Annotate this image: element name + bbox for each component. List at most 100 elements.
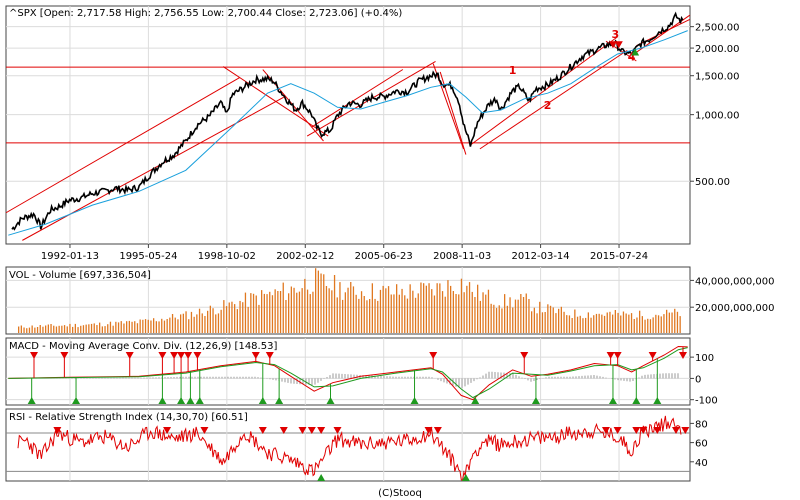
volume-bar — [279, 291, 282, 333]
volume-bar — [231, 301, 233, 333]
rsi-y-axis: 40 60 80 — [690, 419, 708, 469]
volume-bar — [136, 323, 139, 333]
volume-bar — [350, 282, 352, 333]
volume-bar — [431, 289, 433, 333]
price-y-tick-label: 500.00 — [695, 177, 730, 188]
volume-bar — [423, 283, 425, 333]
volume-bar — [161, 318, 163, 333]
volume-bar — [261, 290, 263, 333]
volume-bar — [101, 326, 103, 333]
volume-bar — [323, 274, 325, 333]
volume-bar — [169, 317, 171, 333]
volume-bar — [549, 305, 552, 333]
volume-bar — [304, 278, 306, 333]
volume-bar — [555, 313, 557, 333]
volume-bar — [147, 319, 149, 333]
volume-bar — [425, 285, 427, 333]
volume-bar — [369, 299, 371, 333]
volume-bar — [657, 315, 660, 333]
volume-bar — [239, 300, 241, 333]
volume-bar — [99, 322, 101, 333]
volume-bar — [482, 292, 484, 333]
volume-bar — [134, 321, 136, 333]
volume-bar — [614, 310, 616, 333]
volume-bar — [309, 294, 311, 333]
volume-bar — [88, 324, 90, 333]
macd-signal-markers — [27, 346, 687, 404]
price-panel-title: ^SPX [Open: 2,717.58 High: 2,756.55 Low:… — [9, 8, 402, 19]
price-annotation-1: 1 — [509, 64, 517, 77]
volume-bar — [404, 295, 406, 333]
macd-series — [8, 345, 688, 401]
macd-sell-marker — [177, 352, 186, 359]
volume-bar — [676, 311, 679, 333]
volume-bar — [595, 313, 598, 333]
volume-bar — [180, 314, 182, 333]
volume-bar — [293, 287, 295, 333]
volume-bar — [622, 311, 625, 333]
volume-bar — [34, 327, 36, 333]
price-x-axis: 1992-01-13 1995-05-24 1998-10-02 2002-02-12… — [41, 244, 648, 262]
macd-y-tick-label: 100 — [695, 353, 714, 364]
macd-y-tick-label: 0 — [695, 374, 701, 385]
volume-bar — [209, 305, 211, 333]
macd-buy-marker — [608, 397, 617, 404]
volume-bar — [63, 325, 66, 333]
volume-bar — [282, 282, 284, 333]
volume-bar — [377, 300, 379, 333]
rsi-sell-marker — [333, 427, 342, 434]
rsi-sell-marker — [200, 427, 209, 434]
volume-bar — [131, 321, 133, 333]
volume-bar — [252, 293, 255, 333]
volume-bar — [552, 307, 554, 333]
price-series — [8, 11, 688, 236]
volume-bar — [26, 328, 28, 333]
volume-bar — [90, 323, 93, 333]
volume-bar — [504, 294, 506, 333]
volume-bar — [398, 294, 400, 333]
volume-bar — [358, 298, 360, 333]
volume-bar — [142, 319, 144, 333]
volume-bar — [163, 320, 166, 333]
volume-bar — [666, 309, 668, 333]
volume-bar — [609, 311, 611, 333]
volume-bar — [647, 318, 649, 333]
macd-sell-marker — [520, 352, 529, 359]
volume-bar — [371, 283, 373, 333]
volume-bar — [266, 294, 268, 333]
rsi-sell-marker — [307, 427, 316, 434]
volume-bar — [641, 316, 643, 333]
volume-bar — [69, 323, 71, 333]
price-y-tick-label: 2,500.00 — [695, 23, 740, 34]
volume-bar — [42, 326, 44, 333]
volume-bar — [447, 280, 449, 333]
macd-sell-marker — [678, 352, 687, 359]
rsi-panel: 40 60 80 RSI - Relative Strength Index (14… — [5, 408, 708, 482]
volume-bar — [285, 300, 287, 333]
volume-bar — [104, 326, 106, 333]
price-annotation-3: 3 — [611, 28, 619, 41]
rsi-sell-marker — [317, 427, 326, 434]
volume-bar — [460, 278, 463, 333]
volume-bar — [560, 306, 562, 333]
macd-panel: -100 0 100 MACD - Moving Average Conv. Div… — [5, 337, 718, 407]
volume-bar — [636, 317, 638, 333]
volume-bar — [587, 312, 589, 333]
volume-bar — [450, 285, 452, 333]
price-y-tick-label: 2,000.00 — [695, 44, 740, 55]
price-x-tick-label: 1998-10-02 — [198, 251, 256, 262]
volume-bar — [342, 299, 344, 333]
volume-bar — [171, 314, 174, 333]
volume-bar — [525, 293, 527, 333]
volume-y-tick-label: 40,000,000,000 — [695, 276, 775, 287]
price-y-tick-label: 1,500.00 — [695, 72, 740, 83]
volume-bar — [296, 292, 298, 333]
volume-bar — [344, 292, 346, 333]
volume-bar — [433, 295, 436, 333]
volume-bar — [45, 325, 47, 333]
volume-bar — [82, 325, 85, 333]
volume-bar — [528, 299, 530, 333]
volume-bar — [466, 285, 468, 333]
volume-bar — [479, 300, 481, 333]
volume-bar — [428, 283, 430, 333]
